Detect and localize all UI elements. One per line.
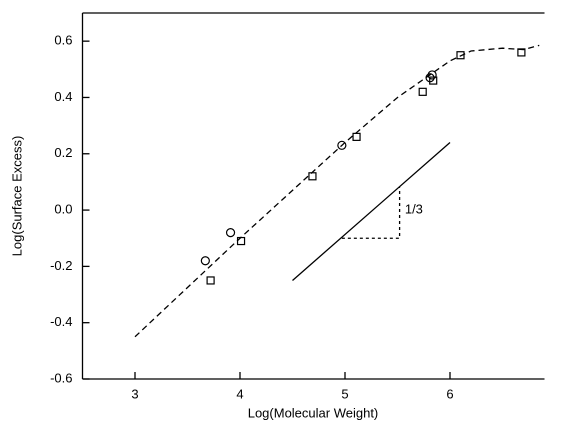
y-tick-label: 0.2: [54, 145, 72, 160]
square-point: [206, 276, 215, 285]
square-point: [236, 236, 246, 246]
x-tick-label: 6: [446, 386, 453, 401]
line: [134, 44, 540, 338]
x-tick-label: 5: [341, 386, 348, 401]
y-axis-label: Log(Surface Excess): [9, 136, 24, 257]
square-point: [429, 76, 438, 85]
square-point: [418, 87, 427, 96]
circle-point: [427, 70, 437, 80]
y-tick-label: -0.2: [50, 258, 72, 273]
circle-point: [200, 256, 210, 266]
y-tick-label: 0.4: [54, 89, 72, 104]
x-tick-label: 3: [131, 386, 138, 401]
square-point: [456, 51, 465, 60]
x-axis-label: Log(Molecular Weight): [248, 405, 379, 420]
x-tick-label: 4: [236, 386, 243, 401]
line: [341, 187, 401, 239]
annotation: 1/3: [405, 202, 423, 217]
y-tick-label: 0.0: [54, 202, 72, 217]
square-point: [352, 132, 361, 141]
y-tick-label: -0.4: [50, 314, 72, 329]
y-tick-label: 0.6: [54, 33, 72, 48]
circle-point: [337, 140, 347, 150]
line: [292, 142, 451, 281]
circle-point: [225, 228, 236, 238]
y-tick-label: -0.6: [50, 370, 72, 385]
square-point: [308, 172, 317, 181]
